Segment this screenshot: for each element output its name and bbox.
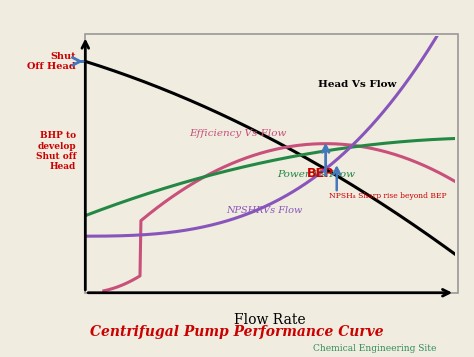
Text: Head Vs Flow: Head Vs Flow <box>318 80 397 89</box>
Text: Flow Rate: Flow Rate <box>234 313 306 327</box>
Text: Efficiency Vs Flow: Efficiency Vs Flow <box>189 129 286 138</box>
Text: BHP to
develop
Shut off
Head: BHP to develop Shut off Head <box>36 131 76 171</box>
Text: NPSHRVs Flow: NPSHRVs Flow <box>226 206 302 215</box>
Text: NPSHₐ Sharp rise beyond BEP: NPSHₐ Sharp rise beyond BEP <box>329 192 447 200</box>
Text: Shut
Off Head: Shut Off Head <box>27 52 76 71</box>
Text: BEP: BEP <box>307 167 334 180</box>
Text: Centrifugal Pump Performance Curve: Centrifugal Pump Performance Curve <box>90 325 384 339</box>
Text: Power Vs Flow: Power Vs Flow <box>278 170 356 179</box>
Text: Chemical Engineering Site: Chemical Engineering Site <box>313 345 436 353</box>
